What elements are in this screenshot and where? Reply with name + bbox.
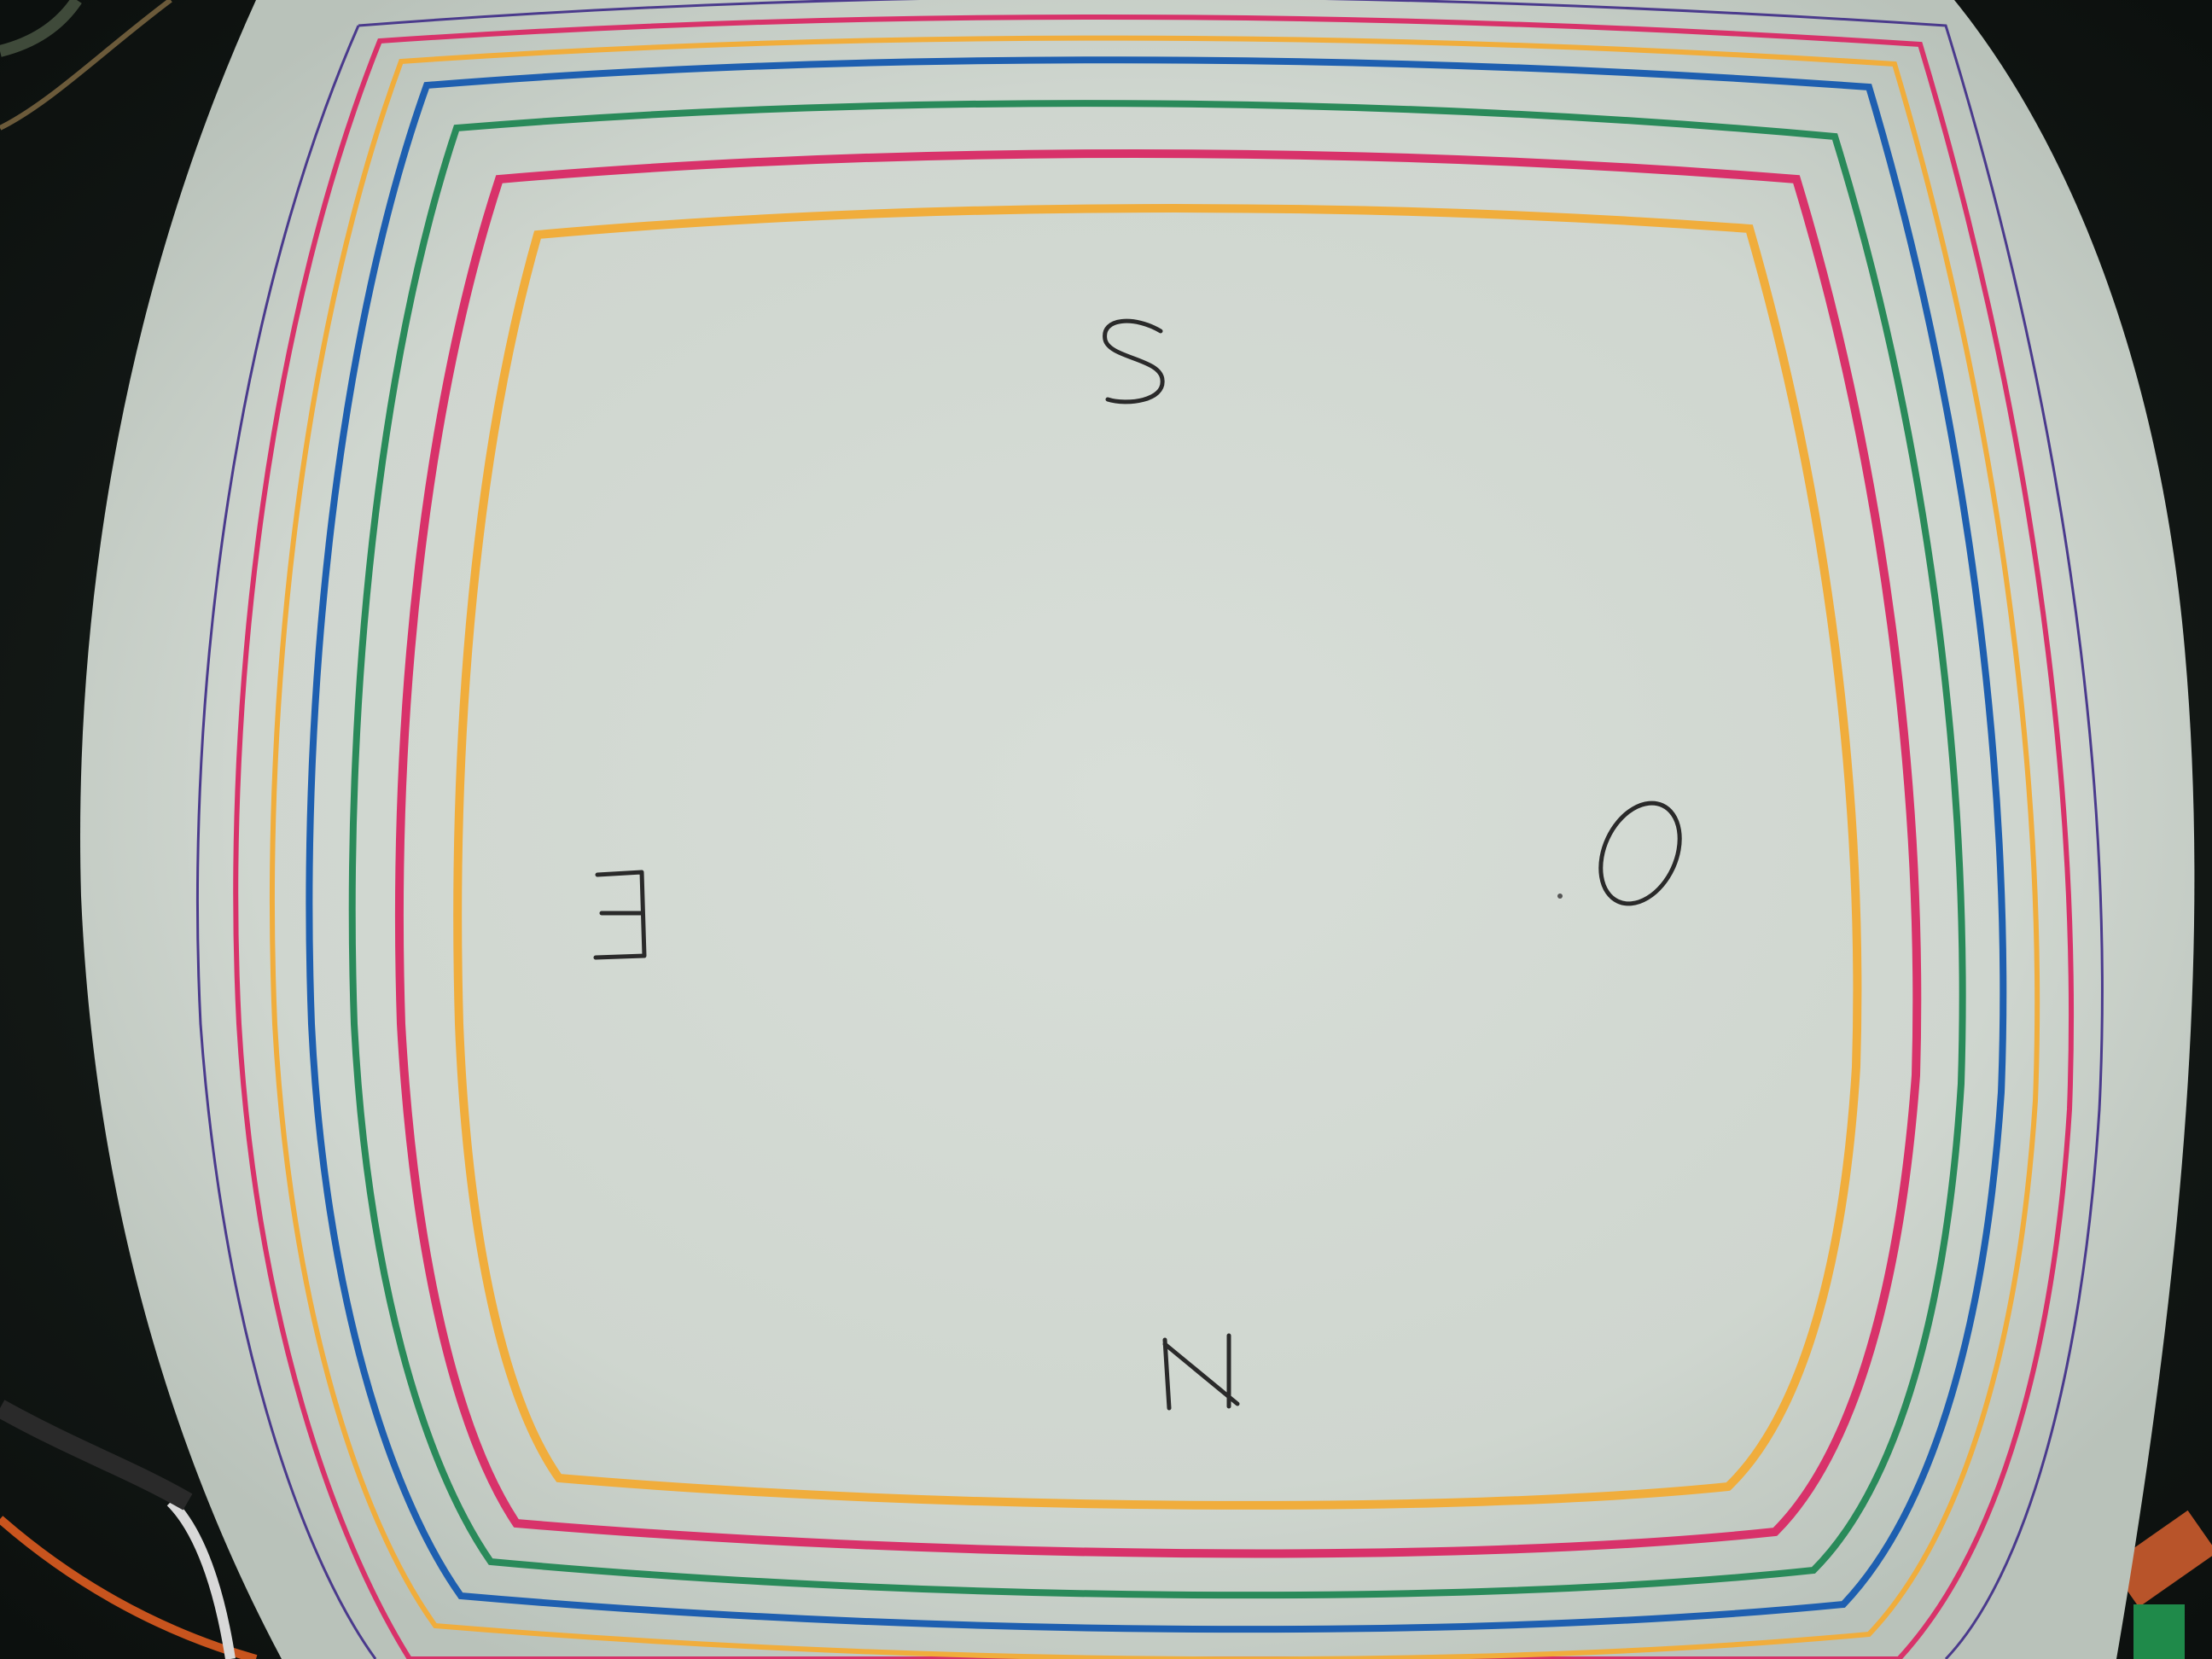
frame-pink-inner [395, 149, 1922, 1558]
letter-s-top [1103, 318, 1165, 405]
cable-bottom-left-orange [0, 1516, 258, 1659]
cable-bottom-left-dark [0, 1400, 193, 1511]
paper-sheet [80, 0, 2195, 1659]
letter-n-bottom [1162, 1333, 1240, 1411]
cable-top-left-2 [0, 0, 82, 57]
frame-orange-outer [269, 35, 2040, 1659]
letter-o-right [1598, 800, 1682, 906]
cable-top-left [0, 0, 172, 131]
connector-bottom-right-green [2133, 1604, 2185, 1659]
frame-pink-outer [233, 14, 2074, 1659]
letter-e-left [593, 870, 647, 960]
frame-blue [306, 56, 2007, 1633]
frame-purple-outer [195, 0, 2104, 1659]
connector-bottom-right-orange [2109, 1510, 2212, 1608]
paper-speck [1557, 894, 1563, 899]
cable-bottom-left-white [166, 1498, 236, 1659]
frame-orange-inner [453, 204, 1862, 1510]
frame-green [348, 100, 1966, 1599]
